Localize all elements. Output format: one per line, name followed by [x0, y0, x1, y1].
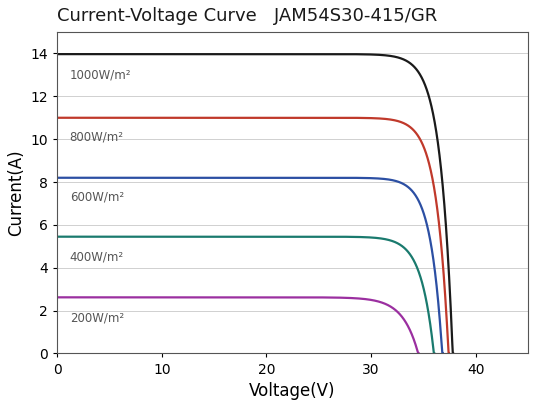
Text: 400W/m²: 400W/m²	[70, 251, 124, 264]
Y-axis label: Current(A): Current(A)	[7, 149, 25, 236]
Text: 1000W/m²: 1000W/m²	[70, 68, 131, 81]
Text: 600W/m²: 600W/m²	[70, 190, 124, 204]
Text: 200W/m²: 200W/m²	[70, 312, 124, 325]
Text: Current-Voltage Curve   JAM54S30-415/GR: Current-Voltage Curve JAM54S30-415/GR	[57, 7, 438, 25]
Text: 800W/m²: 800W/m²	[70, 131, 124, 144]
X-axis label: Voltage(V): Voltage(V)	[249, 382, 336, 400]
